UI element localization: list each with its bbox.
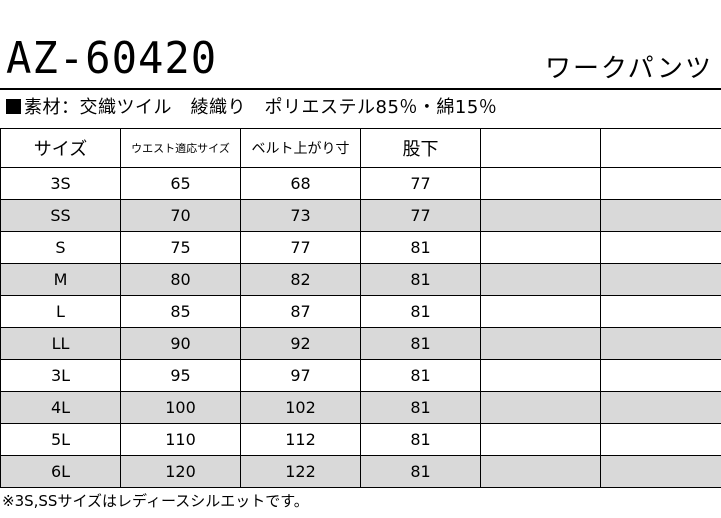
- table-cell: [480, 199, 601, 232]
- table-cell: [600, 263, 721, 296]
- table-cell: 85: [120, 295, 241, 328]
- table-row: 6L 120 122 81: [0, 455, 721, 488]
- table-cell: [480, 263, 601, 296]
- table-cell: L: [0, 295, 121, 328]
- table-cell: 100: [120, 391, 241, 424]
- table-cell: 81: [360, 231, 481, 264]
- table-cell: 81: [360, 391, 481, 424]
- table-row: LL 90 92 81: [0, 327, 721, 360]
- table-row: 4L 100 102 81: [0, 391, 721, 424]
- table-cell: 65: [120, 167, 241, 200]
- table-cell: 112: [240, 423, 361, 456]
- table-cell: 81: [360, 327, 481, 360]
- table-cell: [600, 295, 721, 328]
- table-cell: [480, 167, 601, 200]
- table-cell: 80: [120, 263, 241, 296]
- table-cell: [480, 327, 601, 360]
- table-header-row: サイズ ウエスト適応サイズ ベルト上がり寸 股下: [0, 128, 721, 168]
- table-cell: [480, 295, 601, 328]
- header-empty-2: [600, 128, 721, 168]
- table-cell: 81: [360, 423, 481, 456]
- table-cell: 77: [360, 199, 481, 232]
- table-cell: [600, 231, 721, 264]
- table-row: SS 70 73 77: [0, 199, 721, 232]
- table-cell: [600, 359, 721, 392]
- table-cell: [600, 327, 721, 360]
- table-cell: 81: [360, 455, 481, 488]
- bullet-square-icon: [6, 99, 21, 114]
- table-cell: 87: [240, 295, 361, 328]
- table-cell: S: [0, 231, 121, 264]
- header-size: サイズ: [0, 128, 121, 168]
- table-cell: 77: [240, 231, 361, 264]
- table-cell: [600, 455, 721, 488]
- model-number: AZ-60420: [6, 33, 218, 84]
- footnote: ※3S,SSサイズはレディースシルエットです。: [2, 492, 309, 510]
- size-table: サイズ ウエスト適応サイズ ベルト上がり寸 股下 3S 65 68 77 SS 70 73 7…: [0, 128, 721, 488]
- material-text: 素材：交織ツイル 綾織り ポリエステル85％・綿15％: [24, 97, 498, 118]
- table-cell: 122: [240, 455, 361, 488]
- table-cell: [600, 167, 721, 200]
- table-cell: 3S: [0, 167, 121, 200]
- table-row: L 85 87 81: [0, 295, 721, 328]
- table-cell: [600, 199, 721, 232]
- header-divider: [0, 88, 721, 90]
- table-cell: 97: [240, 359, 361, 392]
- table-cell: 120: [120, 455, 241, 488]
- table-cell: 82: [240, 263, 361, 296]
- header-empty-1: [480, 128, 601, 168]
- table-cell: 68: [240, 167, 361, 200]
- table-row: 3L 95 97 81: [0, 359, 721, 392]
- header-inseam: 股下: [360, 128, 481, 168]
- table-cell: 73: [240, 199, 361, 232]
- table-cell: [480, 359, 601, 392]
- table-cell: 81: [360, 359, 481, 392]
- table-cell: 77: [360, 167, 481, 200]
- table-row: 3S 65 68 77: [0, 167, 721, 200]
- table-cell: 110: [120, 423, 241, 456]
- table-cell: 81: [360, 295, 481, 328]
- table-cell: 3L: [0, 359, 121, 392]
- table-cell: 81: [360, 263, 481, 296]
- table-cell: 4L: [0, 391, 121, 424]
- table-cell: 90: [120, 327, 241, 360]
- table-cell: [480, 423, 601, 456]
- table-cell: 102: [240, 391, 361, 424]
- table-cell: [480, 455, 601, 488]
- table-cell: SS: [0, 199, 121, 232]
- table-cell: 92: [240, 327, 361, 360]
- table-cell: [480, 391, 601, 424]
- table-cell: M: [0, 263, 121, 296]
- table-row: 5L 110 112 81: [0, 423, 721, 456]
- table-row: M 80 82 81: [0, 263, 721, 296]
- table-cell: [480, 231, 601, 264]
- table-row: S 75 77 81: [0, 231, 721, 264]
- header-belt-rise: ベルト上がり寸: [240, 128, 361, 168]
- table-cell: [600, 391, 721, 424]
- table-cell: 6L: [0, 455, 121, 488]
- table-cell: 70: [120, 199, 241, 232]
- header-waist: ウエスト適応サイズ: [120, 128, 241, 168]
- table-cell: 5L: [0, 423, 121, 456]
- table-cell: 75: [120, 231, 241, 264]
- product-category: ワークパンツ: [544, 54, 713, 84]
- table-cell: 95: [120, 359, 241, 392]
- table-cell: [600, 423, 721, 456]
- table-cell: LL: [0, 327, 121, 360]
- material-line: 素材：交織ツイル 綾織り ポリエステル85％・綿15％: [6, 95, 497, 121]
